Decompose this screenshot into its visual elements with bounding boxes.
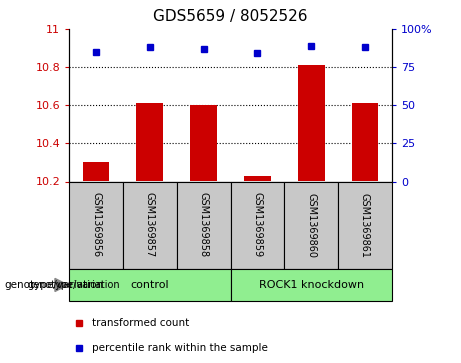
Text: GSM1369859: GSM1369859 <box>252 192 262 258</box>
Polygon shape <box>55 278 68 291</box>
Bar <box>69 182 123 269</box>
Text: transformed count: transformed count <box>92 318 189 328</box>
Bar <box>298 65 325 182</box>
Bar <box>244 176 271 182</box>
Bar <box>177 182 230 269</box>
Text: ROCK1 knockdown: ROCK1 knockdown <box>259 280 364 290</box>
Text: GSM1369856: GSM1369856 <box>91 192 101 258</box>
Bar <box>83 162 109 182</box>
Bar <box>284 182 338 269</box>
Bar <box>338 182 392 269</box>
Bar <box>230 269 392 301</box>
Text: GSM1369858: GSM1369858 <box>199 192 209 258</box>
Title: GDS5659 / 8052526: GDS5659 / 8052526 <box>153 9 308 24</box>
Text: genotype/variation: genotype/variation <box>27 280 120 290</box>
Bar <box>123 182 177 269</box>
Bar <box>190 105 217 182</box>
Text: control: control <box>130 280 169 290</box>
Bar <box>136 103 163 182</box>
Bar <box>69 269 230 301</box>
Text: GSM1369860: GSM1369860 <box>306 192 316 258</box>
Text: genotype/variation: genotype/variation <box>5 280 104 290</box>
Bar <box>230 182 284 269</box>
Bar <box>351 103 378 182</box>
Text: GSM1369861: GSM1369861 <box>360 192 370 258</box>
Text: GSM1369857: GSM1369857 <box>145 192 155 258</box>
Text: percentile rank within the sample: percentile rank within the sample <box>92 343 268 353</box>
